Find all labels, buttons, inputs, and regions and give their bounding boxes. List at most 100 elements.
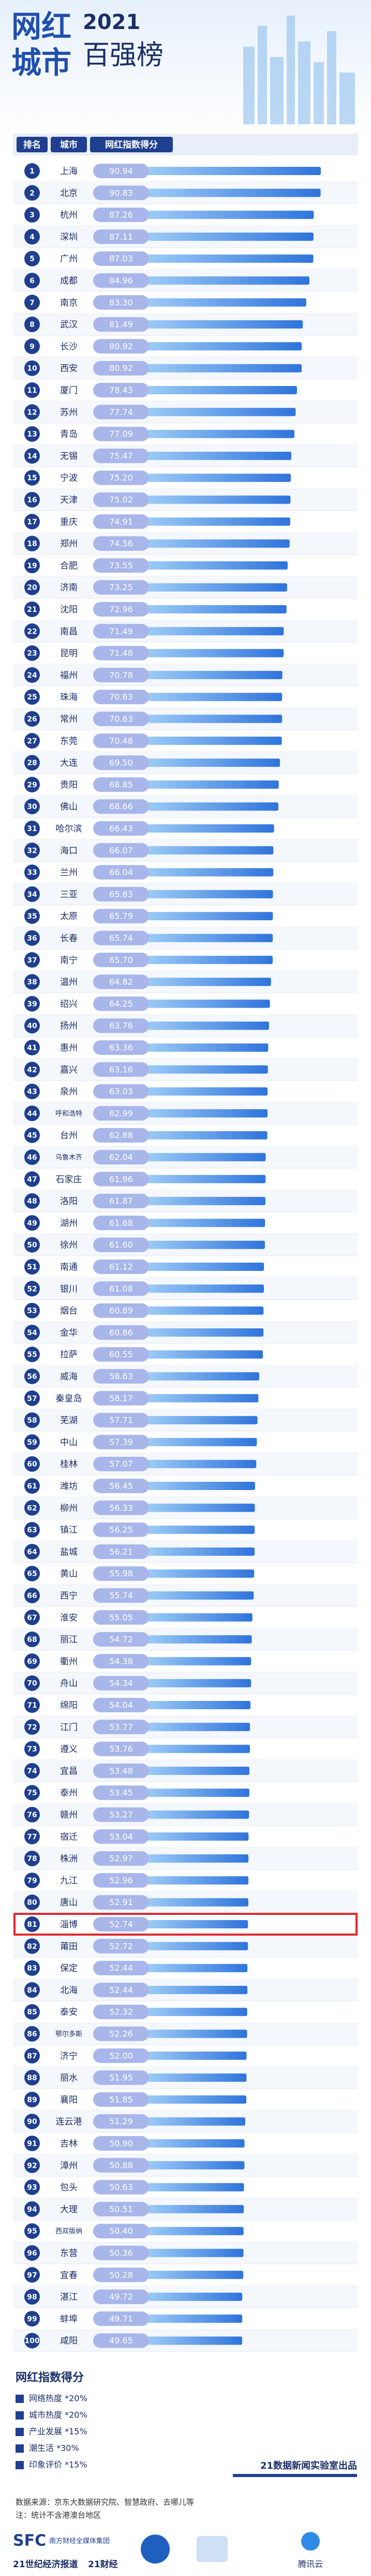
bar xyxy=(147,1021,269,1030)
value-label: 56.25 xyxy=(109,1525,133,1535)
bar xyxy=(147,298,306,307)
score-pill xyxy=(93,1566,149,1581)
bar xyxy=(147,759,280,767)
city: 蚌埠 xyxy=(60,2314,78,2324)
city: 吉林 xyxy=(60,2139,78,2149)
value-label: 51.95 xyxy=(109,2073,133,2083)
rank-badge xyxy=(24,426,40,442)
rank: 15 xyxy=(27,474,37,482)
footer: 网红指数得分 网络热度 *20% 城市热度 *20% 产业发展 *15% 潮生活 *3… xyxy=(13,2371,357,2570)
rank-badge xyxy=(24,1587,40,1604)
value-label: 61.08 xyxy=(109,1284,133,1294)
city: 济宁 xyxy=(60,2051,78,2062)
score-pill xyxy=(93,1632,149,1647)
score-pill xyxy=(93,602,149,617)
rank-badge xyxy=(24,273,40,289)
rank-badge xyxy=(24,2201,40,2217)
score-pill xyxy=(93,1347,149,1362)
bar xyxy=(147,1942,248,1951)
rank: 6 xyxy=(29,277,35,285)
value-label: 70.78 xyxy=(109,670,133,680)
score-pill xyxy=(93,273,149,288)
rank-badge xyxy=(24,1609,40,1625)
value-label: 50.90 xyxy=(109,2139,133,2149)
rank-badge xyxy=(24,1434,40,1450)
rank: 23 xyxy=(27,650,37,658)
bar xyxy=(147,714,283,723)
rank: 50 xyxy=(27,1241,37,1250)
score-pill xyxy=(93,2224,149,2239)
rank: 74 xyxy=(27,1767,37,1776)
bar xyxy=(147,2249,244,2257)
rank-badge xyxy=(24,1566,40,1582)
city: 舟山 xyxy=(60,1679,78,1689)
rank: 59 xyxy=(27,1438,37,1447)
bar xyxy=(147,1854,249,1863)
rank-badge xyxy=(24,579,40,595)
bar xyxy=(147,1876,249,1885)
value-label: 70.63 xyxy=(109,714,133,724)
bar xyxy=(147,1175,266,1183)
score-pill xyxy=(93,164,149,178)
rank-badge xyxy=(24,1763,40,1779)
score-pill xyxy=(93,1413,149,1428)
city: 泰州 xyxy=(60,1788,78,1798)
rank: 65 xyxy=(27,1570,37,1578)
score-pill xyxy=(93,1676,149,1691)
column-header: 城市 xyxy=(60,139,78,150)
bar xyxy=(147,1613,253,1622)
score-pill xyxy=(93,2267,149,2282)
value-label: 87.26 xyxy=(109,210,133,220)
rank-badge xyxy=(24,2157,40,2173)
rank: 70 xyxy=(27,1680,37,1688)
rank-badge xyxy=(24,251,40,267)
bar xyxy=(147,802,278,811)
bar xyxy=(147,1657,251,1666)
value-label: 56.33 xyxy=(109,1503,133,1513)
rank: 91 xyxy=(27,2140,37,2148)
bar xyxy=(147,693,283,702)
city: 保定 xyxy=(60,1964,78,1974)
bar xyxy=(147,2336,242,2345)
rank: 46 xyxy=(27,1154,37,1162)
score-pill xyxy=(93,580,149,595)
bar xyxy=(147,539,290,548)
score-pill xyxy=(93,448,149,463)
bar xyxy=(147,1964,248,1972)
rank-badge xyxy=(24,2267,40,2283)
value-label: 78.43 xyxy=(109,385,133,395)
rank: 54 xyxy=(27,1329,37,1337)
rank: 77 xyxy=(27,1833,37,1841)
rank: 52 xyxy=(27,1285,37,1293)
rank: 28 xyxy=(27,759,37,767)
city: 柳州 xyxy=(60,1503,78,1513)
score-pill xyxy=(93,799,149,814)
highlight-box xyxy=(13,1913,358,1936)
rank: 49 xyxy=(27,1219,37,1227)
rank-badge xyxy=(24,777,40,793)
rank-badge xyxy=(24,1347,40,1363)
bar xyxy=(147,1328,264,1337)
legend-swatch xyxy=(16,2395,24,2403)
rank-badge xyxy=(24,513,40,529)
rank-badge xyxy=(24,1653,40,1669)
bar xyxy=(147,167,321,175)
city: 南通 xyxy=(60,1262,78,1272)
bar xyxy=(147,364,302,373)
score-pill xyxy=(93,1435,149,1450)
rank: 34 xyxy=(27,891,37,899)
score-pill xyxy=(93,251,149,266)
value-label: 61.12 xyxy=(109,1262,133,1272)
rank: 80 xyxy=(27,1899,37,1907)
value-label: 53.48 xyxy=(109,1766,133,1776)
score-pill xyxy=(93,1741,149,1756)
value-label: 58.63 xyxy=(109,1371,133,1381)
value-label: 66.04 xyxy=(109,867,133,877)
rank: 87 xyxy=(27,2052,37,2060)
city: 上海 xyxy=(60,166,78,177)
value-label: 75.02 xyxy=(109,495,133,505)
city: 咸阳 xyxy=(60,2336,78,2346)
logo-icon xyxy=(141,2535,170,2564)
rank-badge xyxy=(24,1478,40,1494)
value-label: 52.97 xyxy=(109,1854,133,1864)
